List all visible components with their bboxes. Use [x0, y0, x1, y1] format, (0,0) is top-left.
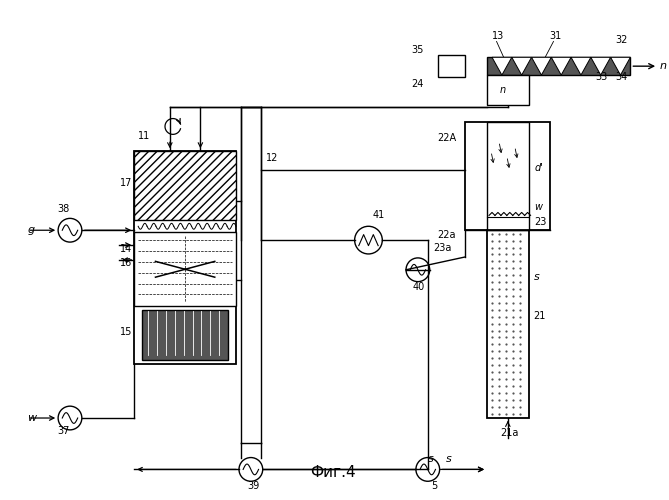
Text: n: n: [660, 61, 667, 71]
Text: 31: 31: [549, 32, 561, 42]
Text: 38: 38: [57, 204, 70, 214]
Text: 16: 16: [120, 258, 132, 268]
Text: n: n: [500, 85, 506, 95]
Polygon shape: [532, 58, 551, 75]
Text: 12: 12: [266, 152, 278, 162]
Bar: [134, 232, 236, 306]
Bar: [487, 200, 529, 418]
Text: 15: 15: [120, 327, 132, 337]
Text: 34: 34: [615, 72, 628, 82]
Text: s: s: [533, 272, 539, 281]
Text: 22a: 22a: [438, 230, 456, 240]
Text: 23a: 23a: [434, 243, 452, 253]
Text: 22A: 22A: [438, 134, 457, 143]
Text: 40: 40: [413, 282, 425, 292]
Text: 41: 41: [373, 210, 385, 220]
Text: w: w: [27, 413, 37, 423]
Bar: [438, 56, 466, 77]
Polygon shape: [591, 58, 611, 75]
Polygon shape: [611, 58, 630, 75]
Bar: [487, 58, 630, 75]
Bar: [142, 310, 228, 360]
Bar: [487, 122, 529, 230]
Bar: [134, 151, 236, 364]
Bar: [134, 151, 236, 220]
Polygon shape: [512, 58, 532, 75]
Text: 21a: 21a: [500, 428, 518, 438]
Text: 11: 11: [138, 132, 151, 141]
Text: 35: 35: [411, 46, 423, 56]
Polygon shape: [551, 58, 571, 75]
Text: s: s: [427, 454, 434, 464]
Text: s: s: [446, 454, 452, 464]
Text: 21: 21: [533, 311, 546, 321]
Text: 23: 23: [535, 218, 547, 228]
Bar: [466, 122, 551, 230]
Text: 33: 33: [596, 72, 608, 82]
Text: 32: 32: [615, 36, 628, 46]
Text: d': d': [535, 163, 543, 173]
Text: 37: 37: [57, 426, 70, 436]
Text: 17: 17: [120, 178, 132, 188]
Polygon shape: [492, 58, 512, 75]
Bar: [487, 75, 529, 104]
Text: Фиг.4: Фиг.4: [310, 466, 356, 480]
Text: 24: 24: [411, 79, 423, 89]
Text: w: w: [535, 202, 543, 212]
Text: g: g: [27, 225, 35, 235]
Polygon shape: [571, 58, 591, 75]
Text: 5: 5: [431, 481, 437, 491]
Text: 13: 13: [492, 32, 504, 42]
Text: 39: 39: [247, 481, 259, 491]
Text: 14: 14: [120, 244, 132, 254]
